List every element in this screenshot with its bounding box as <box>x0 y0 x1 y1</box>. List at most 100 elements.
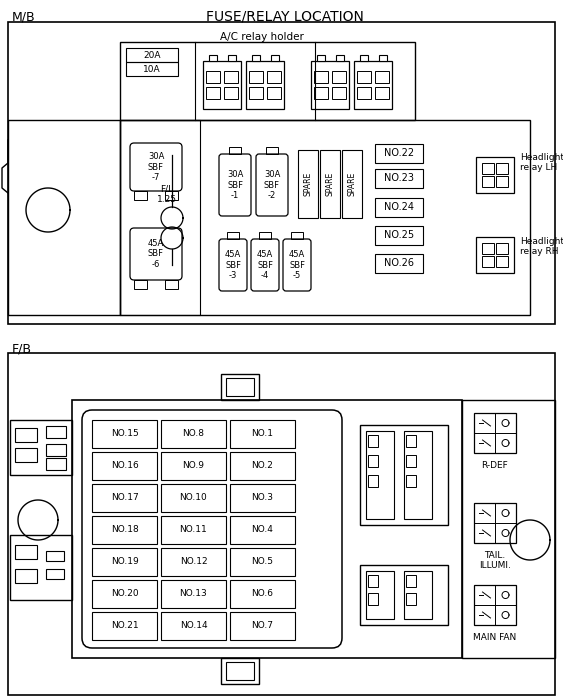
Bar <box>267 71 281 83</box>
Bar <box>221 374 259 400</box>
Text: NO.13: NO.13 <box>180 589 207 598</box>
Text: NO.19: NO.19 <box>110 557 138 566</box>
Bar <box>496 243 508 254</box>
Text: SPARE: SPARE <box>325 172 334 196</box>
Bar <box>46 569 64 579</box>
Bar <box>406 593 416 605</box>
Bar <box>298 150 318 218</box>
Bar <box>316 55 324 61</box>
Bar <box>224 87 238 99</box>
Bar <box>8 22 555 324</box>
Bar <box>46 444 66 456</box>
Text: relay RH: relay RH <box>520 248 558 256</box>
Bar <box>404 431 432 519</box>
Bar <box>474 413 516 453</box>
Text: SPARE: SPARE <box>303 172 312 196</box>
Text: R-DEF: R-DEF <box>481 461 508 470</box>
Text: NO.24: NO.24 <box>384 202 414 212</box>
Text: M/B: M/B <box>12 10 35 23</box>
Text: relay LH: relay LH <box>520 162 557 172</box>
Bar <box>230 612 295 640</box>
Bar <box>496 163 508 174</box>
Text: NO.17: NO.17 <box>110 494 138 503</box>
Text: NO.6: NO.6 <box>252 589 274 598</box>
Bar <box>368 455 378 467</box>
Bar <box>252 55 260 61</box>
Bar <box>360 565 448 625</box>
Text: A/C relay holder: A/C relay holder <box>220 32 304 42</box>
Bar <box>342 150 362 218</box>
Text: NO.20: NO.20 <box>111 589 138 598</box>
Bar <box>120 120 200 315</box>
Bar <box>161 452 226 480</box>
Text: Headlight: Headlight <box>520 153 563 162</box>
Bar <box>161 548 226 576</box>
Text: MAIN FAN: MAIN FAN <box>473 633 517 642</box>
Bar <box>482 256 494 267</box>
Bar <box>366 431 394 519</box>
Bar <box>357 87 371 99</box>
Bar <box>92 420 157 448</box>
Text: NO.23: NO.23 <box>384 173 414 183</box>
Bar <box>72 400 462 658</box>
Bar <box>230 580 295 608</box>
Bar <box>482 176 494 187</box>
Bar <box>8 120 120 315</box>
Bar <box>249 87 263 99</box>
Bar <box>203 61 241 109</box>
Bar <box>266 147 278 154</box>
Bar <box>161 516 226 544</box>
Text: NO.5: NO.5 <box>252 557 274 566</box>
Bar <box>226 662 254 680</box>
Text: NO.18: NO.18 <box>110 526 138 535</box>
Bar <box>134 191 147 200</box>
Bar <box>224 71 238 83</box>
Bar <box>368 593 378 605</box>
Text: FUSE/RELAY LOCATION: FUSE/RELAY LOCATION <box>206 10 364 24</box>
Bar <box>227 55 235 61</box>
Bar <box>496 256 508 267</box>
Bar <box>332 87 346 99</box>
Bar <box>320 150 340 218</box>
Text: 30A
SBF
-2: 30A SBF -2 <box>264 170 280 200</box>
Bar <box>406 575 416 587</box>
Bar <box>354 61 392 109</box>
Text: NO.3: NO.3 <box>252 494 274 503</box>
Bar <box>134 280 147 289</box>
Text: NO.25: NO.25 <box>384 230 414 240</box>
Bar <box>496 176 508 187</box>
Bar <box>92 516 157 544</box>
Bar <box>267 87 281 99</box>
Bar <box>161 612 226 640</box>
Bar <box>92 612 157 640</box>
Bar <box>259 232 271 239</box>
Text: NO.21: NO.21 <box>111 622 138 631</box>
Bar <box>46 426 66 438</box>
Bar <box>230 452 295 480</box>
Bar <box>126 48 178 62</box>
Bar <box>227 232 239 239</box>
Bar <box>368 575 378 587</box>
Bar <box>10 535 72 600</box>
Bar <box>46 551 64 561</box>
Text: TAIL.
ILLUMI.: TAIL. ILLUMI. <box>479 551 511 570</box>
Bar <box>378 55 387 61</box>
Bar <box>92 452 157 480</box>
Text: NO.10: NO.10 <box>180 494 207 503</box>
Bar <box>15 545 37 559</box>
Bar <box>482 163 494 174</box>
Bar <box>15 448 37 462</box>
Bar <box>120 42 415 120</box>
Bar <box>226 378 254 396</box>
Bar <box>314 71 328 83</box>
Bar <box>46 458 66 470</box>
Bar <box>375 87 389 99</box>
Bar <box>92 580 157 608</box>
Bar <box>208 55 217 61</box>
Bar <box>15 569 37 583</box>
Text: 20A: 20A <box>143 50 161 60</box>
Bar <box>375 253 423 272</box>
Bar <box>462 400 555 658</box>
Bar <box>230 516 295 544</box>
Text: NO.1: NO.1 <box>252 430 274 438</box>
